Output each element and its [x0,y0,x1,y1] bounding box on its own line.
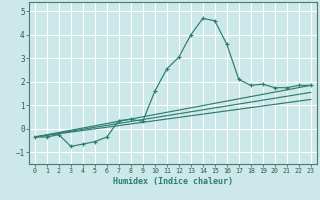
X-axis label: Humidex (Indice chaleur): Humidex (Indice chaleur) [113,177,233,186]
